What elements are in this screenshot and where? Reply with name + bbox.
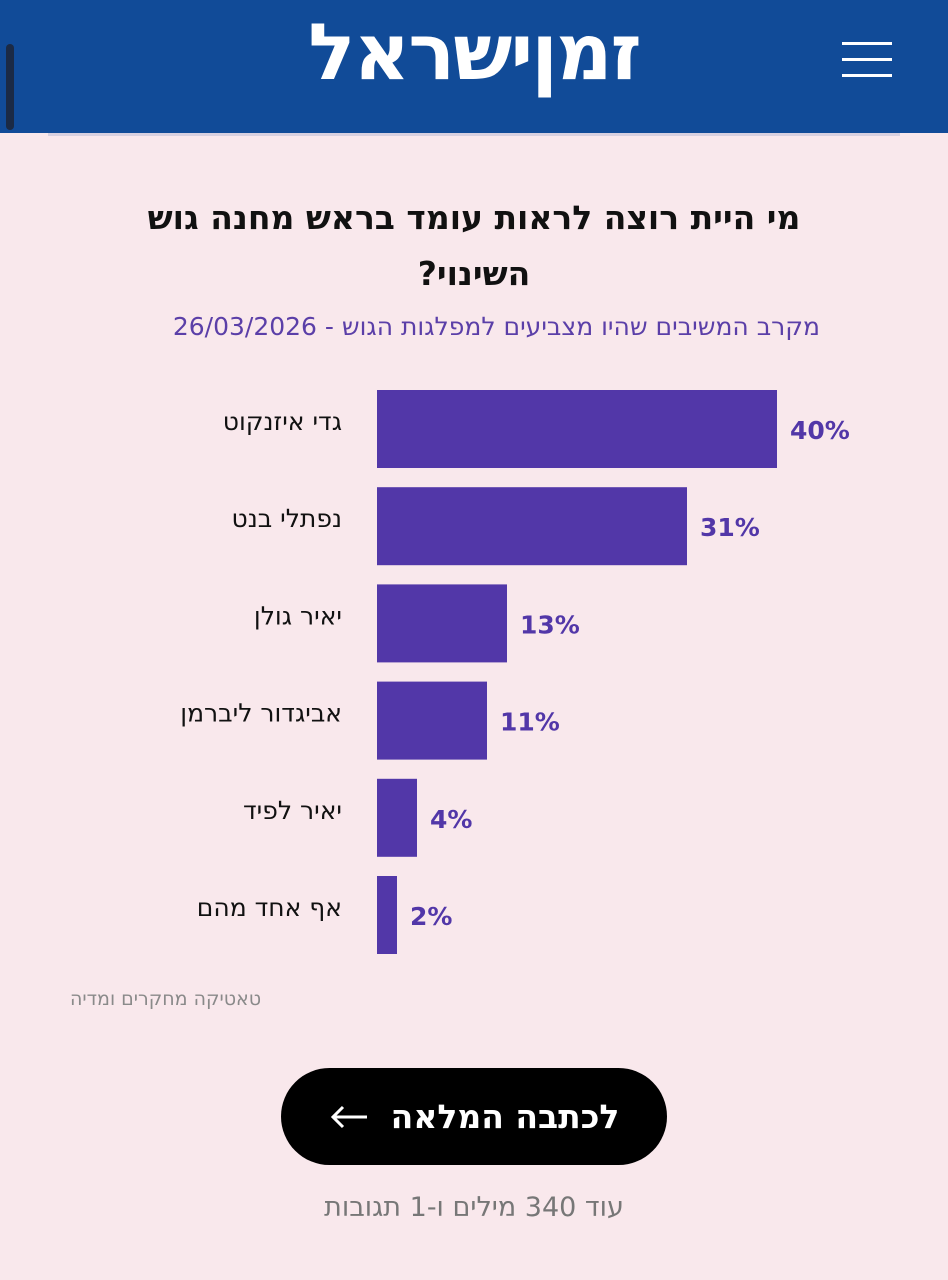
bar: [377, 876, 397, 954]
category-label: גדי איזנקוט: [223, 407, 342, 436]
bar: [377, 778, 417, 857]
category-label: יאיר גולן: [254, 601, 342, 630]
full-article-button[interactable]: לכתבה המלאה: [281, 1068, 667, 1165]
chart-title: מי היית רוצה לראות עומד בראש מחנה גוש הש…: [147, 198, 801, 293]
bar: [377, 681, 487, 760]
value-label: 31%: [700, 513, 760, 542]
category-label: אף אחד מהם: [197, 893, 342, 922]
value-label: 40%: [790, 416, 850, 445]
header: זמןישראל: [0, 0, 948, 133]
chart: גדי איזנקוט 40% נפתלי בנט 31% יאיר גולן 13% אב…: [180, 390, 850, 954]
menu-button[interactable]: [842, 42, 892, 78]
button-label: לכתבה המלאה: [390, 1097, 620, 1136]
arrow-icon: [330, 1105, 367, 1128]
scroll-indicator: [6, 44, 14, 130]
chart-subtitle: מקרב המשיבים שהיו מצביעים למפלגות הגוש -…: [172, 312, 820, 341]
bar: [377, 487, 687, 566]
bar: [377, 390, 777, 468]
value-label: 13%: [520, 610, 580, 639]
more-info: עוד 340 מילים ו-1 תגובות: [324, 1192, 624, 1223]
category-label: יאיר לפיד: [243, 796, 342, 825]
value-label: 2%: [410, 902, 452, 931]
bar: [377, 584, 507, 663]
value-label: 11%: [500, 708, 560, 737]
source: טאטיקה מחקרים ומדיה: [70, 988, 262, 1010]
category-label: אביגדור ליברמן: [180, 699, 342, 728]
category-label: נפתלי בנט: [232, 504, 342, 533]
divider: [48, 133, 900, 136]
value-label: 4%: [430, 805, 472, 834]
logo[interactable]: זמןישראל: [308, 8, 642, 98]
